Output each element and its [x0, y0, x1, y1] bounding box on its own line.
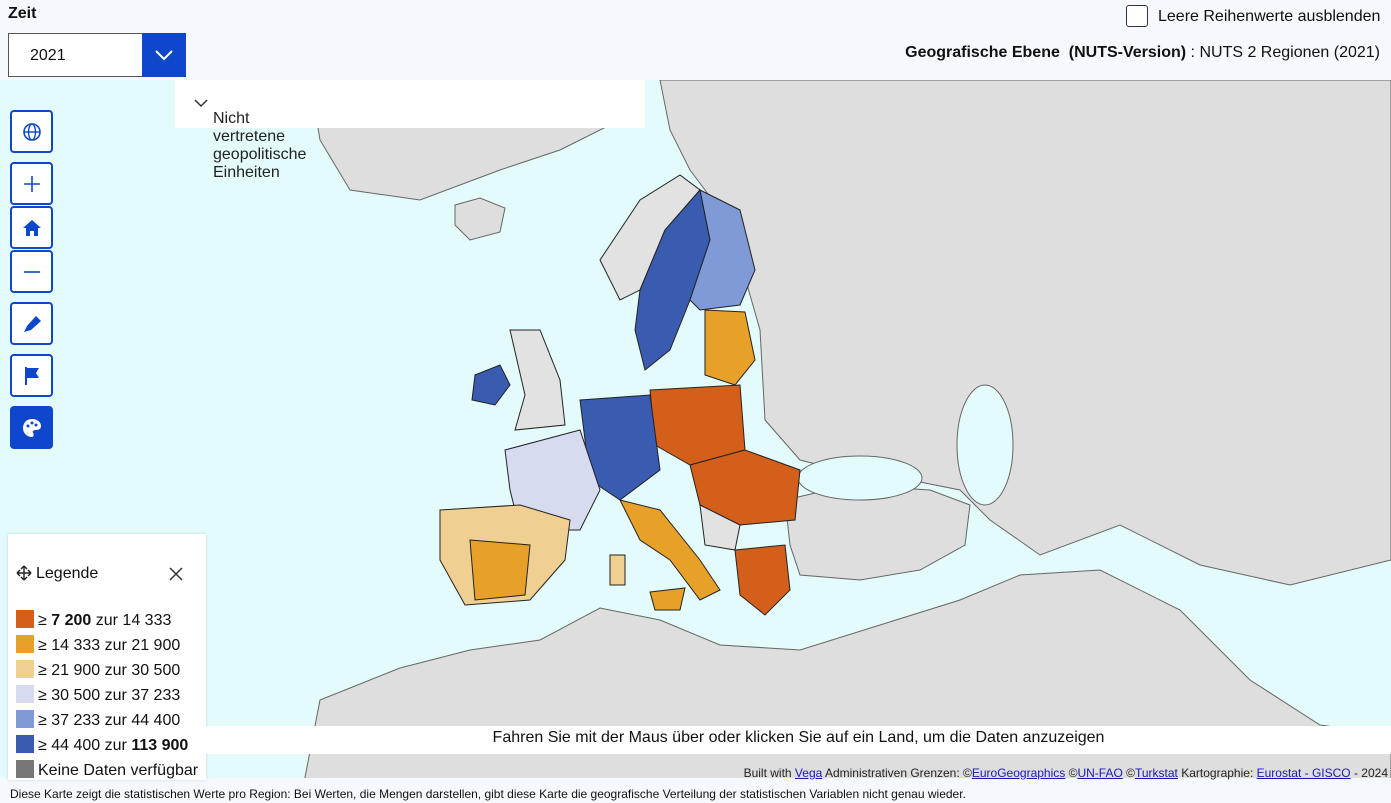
- home-icon: [23, 220, 41, 236]
- plus-icon: [24, 176, 40, 192]
- legend-prefix: ≥: [38, 712, 47, 729]
- legend-to: 30 500: [131, 662, 181, 679]
- attribution-text: - 2024: [1350, 766, 1388, 780]
- time-label: Zeit: [8, 5, 37, 22]
- legend-row: ≥ 21 900 zur 30 500: [16, 660, 180, 680]
- attribution-link[interactable]: Eurostat - GISCO: [1256, 766, 1351, 780]
- highlight-button[interactable]: [10, 302, 53, 345]
- legend-joiner: zur: [104, 687, 127, 704]
- regions: [439, 174, 801, 616]
- legend-to: 113 900: [131, 737, 189, 754]
- attribution: Built with Vega Administrativen Grenzen:…: [744, 766, 1388, 780]
- legend-no-data: Keine Daten verfügbar: [38, 762, 199, 779]
- flag-icon: [25, 367, 39, 385]
- legend-from: 30 500: [51, 687, 101, 704]
- palette-icon: [23, 419, 41, 437]
- attribution-text: Built with: [743, 766, 795, 780]
- attribution-link[interactable]: Turkstat: [1134, 766, 1178, 780]
- legend-joiner: zur: [95, 612, 118, 629]
- legend-title: Legende: [36, 565, 99, 582]
- legend-swatch: [16, 685, 34, 703]
- legend-prefix: ≥: [38, 687, 47, 704]
- time-select[interactable]: 2021: [8, 33, 186, 77]
- legend-from: 7 200: [51, 612, 92, 629]
- geo-level-label: Geografische Ebene (NUTS-Version): [905, 44, 1187, 61]
- attribution-text: ©: [1122, 766, 1135, 780]
- attribution-text: Administrativen Grenzen: ©: [822, 766, 972, 780]
- legend-row: ≥ 37 233 zur 44 400: [16, 710, 180, 730]
- zoom-in-button[interactable]: [10, 162, 53, 205]
- legend-swatch: [16, 660, 34, 678]
- legend-prefix: ≥: [38, 612, 47, 629]
- attribution-text: ©: [1065, 766, 1078, 780]
- legend-swatch: [16, 610, 34, 628]
- globe-icon: [23, 123, 41, 141]
- home-button[interactable]: [10, 206, 53, 249]
- marker-icon: [24, 316, 41, 332]
- close-icon[interactable]: [169, 567, 183, 581]
- chevron-icon: [155, 50, 173, 61]
- geo-level-value: NUTS 2 Regionen (2021): [1199, 44, 1380, 61]
- legend-row: ≥ 44 400 zur 113 900: [16, 735, 188, 755]
- attribution-link[interactable]: Vega: [794, 766, 823, 780]
- legend-swatch: [16, 710, 34, 728]
- geo-level: Geografische Ebene (NUTS-Version) : NUTS…: [905, 44, 1380, 62]
- legend-from: 21 900: [51, 662, 101, 679]
- legend: Legende ≥ 7 200 zur 14 333 ≥ 14 333 zur 2…: [8, 534, 206, 780]
- map[interactable]: [0, 80, 1391, 778]
- minus-icon: [24, 271, 40, 273]
- legend-row: ≥ 14 333 zur 21 900: [16, 635, 180, 655]
- flag-button[interactable]: [10, 354, 53, 397]
- hint-bar: Fahren Sie mit der Maus über oder klicke…: [206, 726, 1391, 754]
- footer-note: Diese Karte zeigt die statistischen Wert…: [10, 787, 966, 801]
- legend-joiner: zur: [104, 737, 127, 754]
- legend-row: ≥ 30 500 zur 37 233: [16, 685, 180, 705]
- legend-to: 37 233: [131, 687, 181, 704]
- legend-to: 44 400: [131, 712, 181, 729]
- move-icon[interactable]: [16, 565, 32, 581]
- legend-swatch: [16, 635, 34, 653]
- chevron-icon: [194, 99, 208, 108]
- legend-prefix: ≥: [38, 737, 47, 754]
- legend-prefix: ≥: [38, 662, 47, 679]
- globe-button[interactable]: [10, 110, 53, 153]
- legend-joiner: zur: [104, 662, 127, 679]
- legend-prefix: ≥: [38, 637, 47, 654]
- geo-level-sep: :: [1190, 44, 1195, 61]
- legend-from: 37 233: [51, 712, 101, 729]
- attribution-link[interactable]: UN-FAO: [1077, 766, 1123, 780]
- palette-button[interactable]: [10, 406, 53, 449]
- units-panel[interactable]: Nicht vertretene geopolitische Einheiten: [175, 80, 645, 181]
- legend-to: 21 900: [131, 637, 181, 654]
- legend-to: 14 333: [122, 612, 172, 629]
- legend-from: 14 333: [51, 637, 101, 654]
- attribution-text: Kartographie:: [1177, 766, 1257, 780]
- legend-row: Keine Daten verfügbar: [16, 760, 198, 780]
- zoom-out-button[interactable]: [10, 250, 53, 293]
- legend-joiner: zur: [104, 712, 127, 729]
- top-bar: Zeit 2021 Leere Reihenwerte ausblenden G…: [0, 0, 1391, 80]
- units-text: Nicht vertretene geopolitische Einheiten: [213, 110, 307, 181]
- attribution-link[interactable]: EuroGeographics: [971, 766, 1066, 780]
- black-sea: [797, 455, 923, 501]
- units-label[interactable]: Nicht vertretene geopolitische Einheiten: [194, 95, 306, 181]
- time-value: 2021: [30, 47, 66, 64]
- legend-swatch: [16, 760, 34, 778]
- legend-joiner: zur: [104, 637, 127, 654]
- legend-from: 44 400: [51, 737, 101, 754]
- select-button[interactable]: [142, 33, 186, 77]
- checkbox[interactable]: [1126, 5, 1148, 27]
- checkbox-label[interactable]: Leere Reihenwerte ausblenden: [1158, 8, 1381, 25]
- legend-swatch: [16, 735, 34, 753]
- caspian-sea: [956, 384, 1014, 506]
- legend-row: ≥ 7 200 zur 14 333: [16, 610, 171, 630]
